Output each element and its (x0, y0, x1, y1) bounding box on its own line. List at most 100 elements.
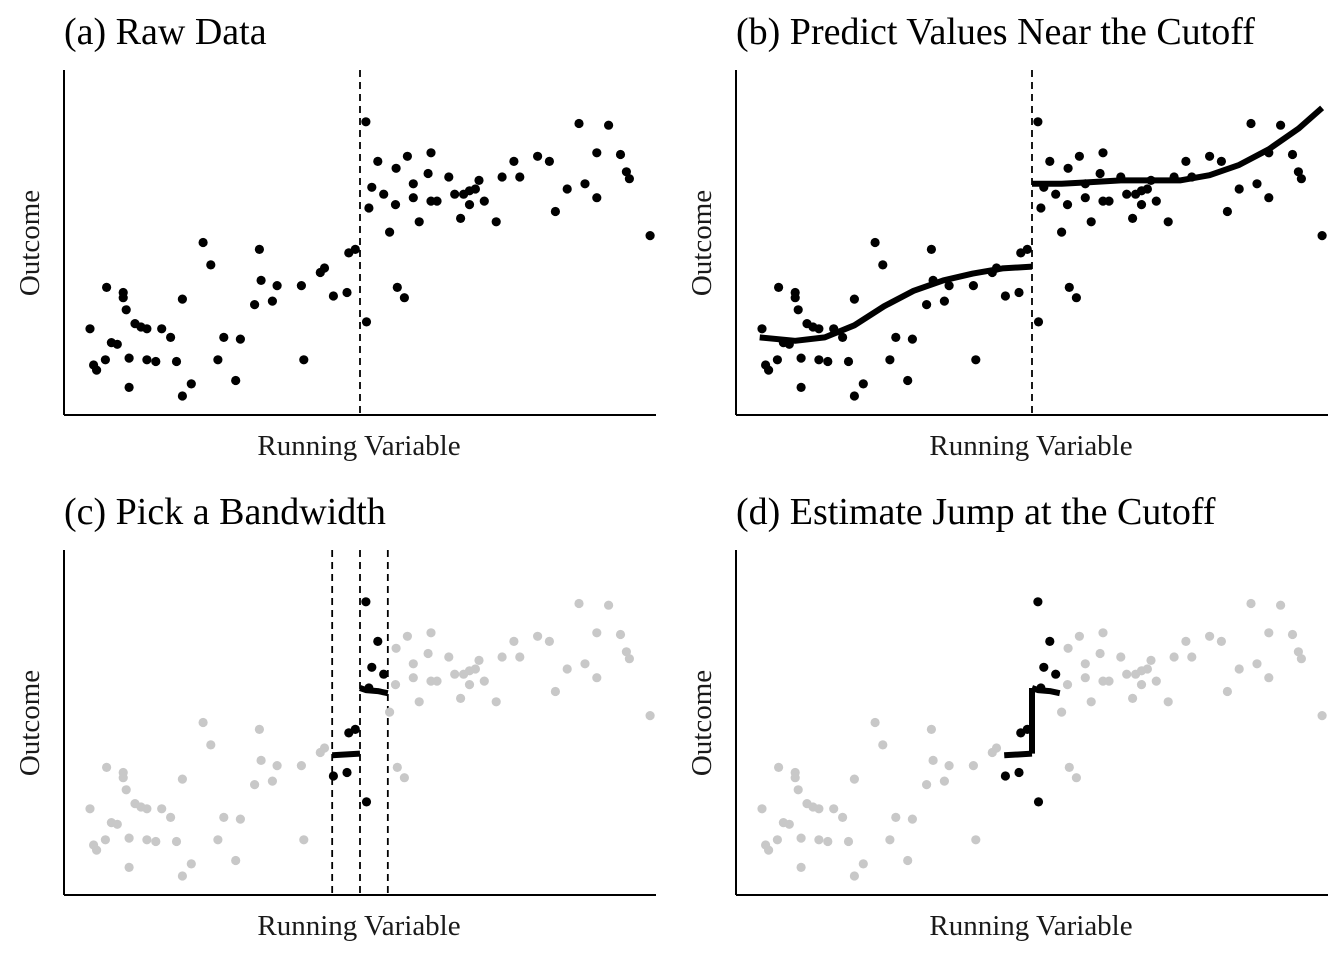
data-point (1128, 213, 1138, 223)
data-point (392, 282, 402, 292)
data-point (1276, 120, 1286, 130)
x-axis-label: Running Variable (929, 910, 1132, 942)
data-point (142, 355, 152, 365)
data-point-muted (399, 773, 409, 783)
data-point-muted (124, 833, 134, 843)
data-point-muted (858, 859, 868, 869)
data-point (296, 281, 306, 291)
data-point-muted (1264, 628, 1274, 638)
data-point (903, 375, 913, 386)
data-point (907, 334, 917, 344)
fit-line (358, 685, 389, 697)
data-point (464, 200, 475, 210)
fit-line (1004, 750, 1033, 759)
data-point-muted (939, 776, 949, 786)
data-point (402, 151, 412, 161)
data-point (793, 305, 803, 315)
data-point-muted (414, 697, 424, 707)
data-point-muted (432, 676, 442, 686)
data-point (350, 244, 360, 254)
data-point (1033, 797, 1044, 807)
data-point (1122, 189, 1132, 199)
data-point-muted (1116, 652, 1126, 662)
data-point (497, 172, 507, 182)
data-point (112, 339, 122, 349)
data-point (1057, 227, 1067, 237)
data-point-muted (470, 664, 480, 674)
data-point (562, 184, 572, 194)
data-point-muted (497, 652, 507, 662)
data-point (1136, 200, 1147, 210)
data-point-muted (1080, 659, 1090, 669)
data-point-muted (1064, 762, 1074, 772)
data-point (350, 724, 360, 734)
data-point-muted (968, 761, 978, 771)
data-point-muted (515, 652, 525, 662)
data-point-muted (390, 680, 401, 690)
data-point-muted (793, 785, 803, 795)
data-point-muted (814, 835, 824, 845)
data-point-muted (1146, 655, 1156, 665)
data-point (1142, 184, 1152, 194)
data-point-muted (491, 697, 501, 707)
data-point-muted (796, 833, 806, 843)
data-point-muted (533, 631, 543, 641)
data-point-muted (112, 819, 122, 829)
data-point (444, 172, 454, 182)
data-point (1095, 168, 1105, 179)
data-point (1151, 196, 1161, 206)
data-point (922, 300, 932, 310)
data-point-muted (1095, 648, 1105, 659)
data-point (373, 156, 383, 166)
plot-area (63, 70, 656, 416)
data-point-muted (456, 693, 466, 703)
x-axis-label: Running Variable (929, 430, 1132, 462)
data-point-muted (206, 740, 216, 750)
data-point-muted (1063, 643, 1073, 653)
data-point-muted (878, 740, 888, 750)
data-point (85, 324, 95, 334)
data-point-muted (1128, 693, 1138, 703)
data-point (939, 296, 949, 306)
data-point-muted (1234, 664, 1244, 674)
data-point (361, 597, 371, 607)
data-point-muted (624, 654, 635, 664)
data-point-muted (213, 835, 223, 845)
fit-line (759, 263, 1033, 344)
data-point (267, 296, 277, 306)
data-point (391, 163, 401, 173)
data-point (1205, 151, 1215, 161)
data-point-muted (1062, 680, 1073, 690)
data-point (790, 293, 800, 303)
data-point-muted (870, 717, 880, 728)
data-point-muted (299, 835, 309, 845)
data-point (1062, 200, 1073, 210)
data-point-muted (592, 673, 602, 683)
data-point (1014, 287, 1024, 298)
data-point-muted (903, 855, 913, 866)
data-point (550, 206, 561, 217)
data-point (533, 151, 543, 161)
data-point (1051, 189, 1061, 199)
data-point (121, 305, 131, 315)
panel-b: (b) Predict Values Near the Cutoff Runni… (686, 11, 1328, 462)
data-point (470, 184, 480, 194)
data-point-muted (885, 835, 895, 845)
data-point-muted (772, 835, 782, 845)
data-point-muted (296, 761, 306, 771)
data-point-muted (1104, 676, 1114, 686)
data-point (124, 382, 134, 392)
data-point (757, 324, 767, 334)
data-point-muted (151, 836, 161, 847)
data-point-muted (971, 835, 981, 845)
data-point (319, 263, 330, 273)
data-point (592, 148, 602, 158)
data-point (385, 227, 395, 237)
data-point (621, 167, 632, 177)
data-point-muted (256, 755, 266, 765)
data-point-muted (843, 836, 854, 847)
data-point (1045, 156, 1055, 166)
data-point-muted (580, 659, 590, 669)
data-point-muted (1163, 697, 1173, 707)
data-point-muted (1136, 680, 1147, 690)
